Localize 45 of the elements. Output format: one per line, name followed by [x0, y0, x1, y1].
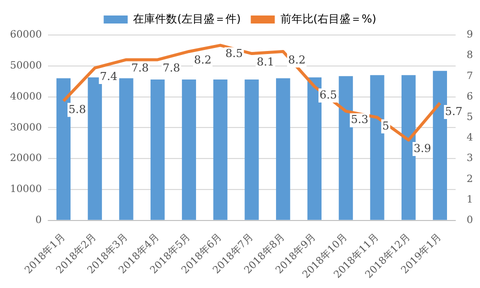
data-label: 8.1	[256, 55, 274, 68]
y-tick-label: 60000	[10, 30, 42, 41]
bar	[150, 79, 165, 220]
bar	[432, 70, 448, 220]
bar	[213, 79, 228, 220]
bar	[276, 78, 290, 220]
y2-tick-label: 8	[466, 50, 474, 62]
data-label: 5.7	[444, 104, 462, 118]
bar	[182, 79, 196, 220]
data-label: 5	[382, 119, 390, 132]
data-label: 6.5	[319, 88, 337, 102]
bar	[56, 78, 71, 220]
y2-tick-label: 9	[466, 30, 474, 41]
y2-tick-label: 6	[466, 91, 474, 102]
bar	[119, 78, 134, 220]
y-tick-label: 20000	[10, 153, 42, 164]
legend-label: 前年比(右目盛＝%)	[280, 12, 376, 26]
legend-label: 在庫件数(左目盛＝件)	[133, 12, 241, 26]
y-tick-label: 30000	[10, 122, 42, 134]
y2-tick-label: 0	[466, 214, 474, 226]
y2-tick-label: 3	[466, 153, 474, 164]
data-label: 8.2	[194, 53, 212, 66]
data-label: 8.5	[225, 47, 243, 60]
data-label: 5.8	[68, 102, 86, 116]
y-tick-label: 0	[35, 214, 42, 226]
bar	[370, 75, 384, 220]
data-label: 8.2	[288, 53, 306, 66]
bar	[338, 76, 353, 220]
y-tick-label: 40000	[10, 91, 42, 102]
y2-tick-label: 7	[466, 70, 474, 82]
data-label: 7.4	[100, 70, 118, 83]
bar	[88, 77, 102, 220]
bar	[244, 79, 259, 220]
y-tick-label: 10000	[10, 184, 42, 196]
data-label: 3.9	[414, 142, 432, 155]
y2-tick-label: 5	[466, 112, 474, 123]
y2-tick-label: 1	[466, 194, 474, 206]
y-tick-label: 50000	[10, 60, 42, 72]
data-label: 5.3	[350, 113, 368, 126]
data-label: 7.8	[162, 62, 180, 75]
data-label: 7.8	[131, 62, 149, 75]
y2-tick-label: 4	[466, 132, 474, 144]
y2-tick-label: 2	[466, 174, 474, 185]
bar	[402, 75, 416, 220]
bar	[307, 77, 322, 220]
